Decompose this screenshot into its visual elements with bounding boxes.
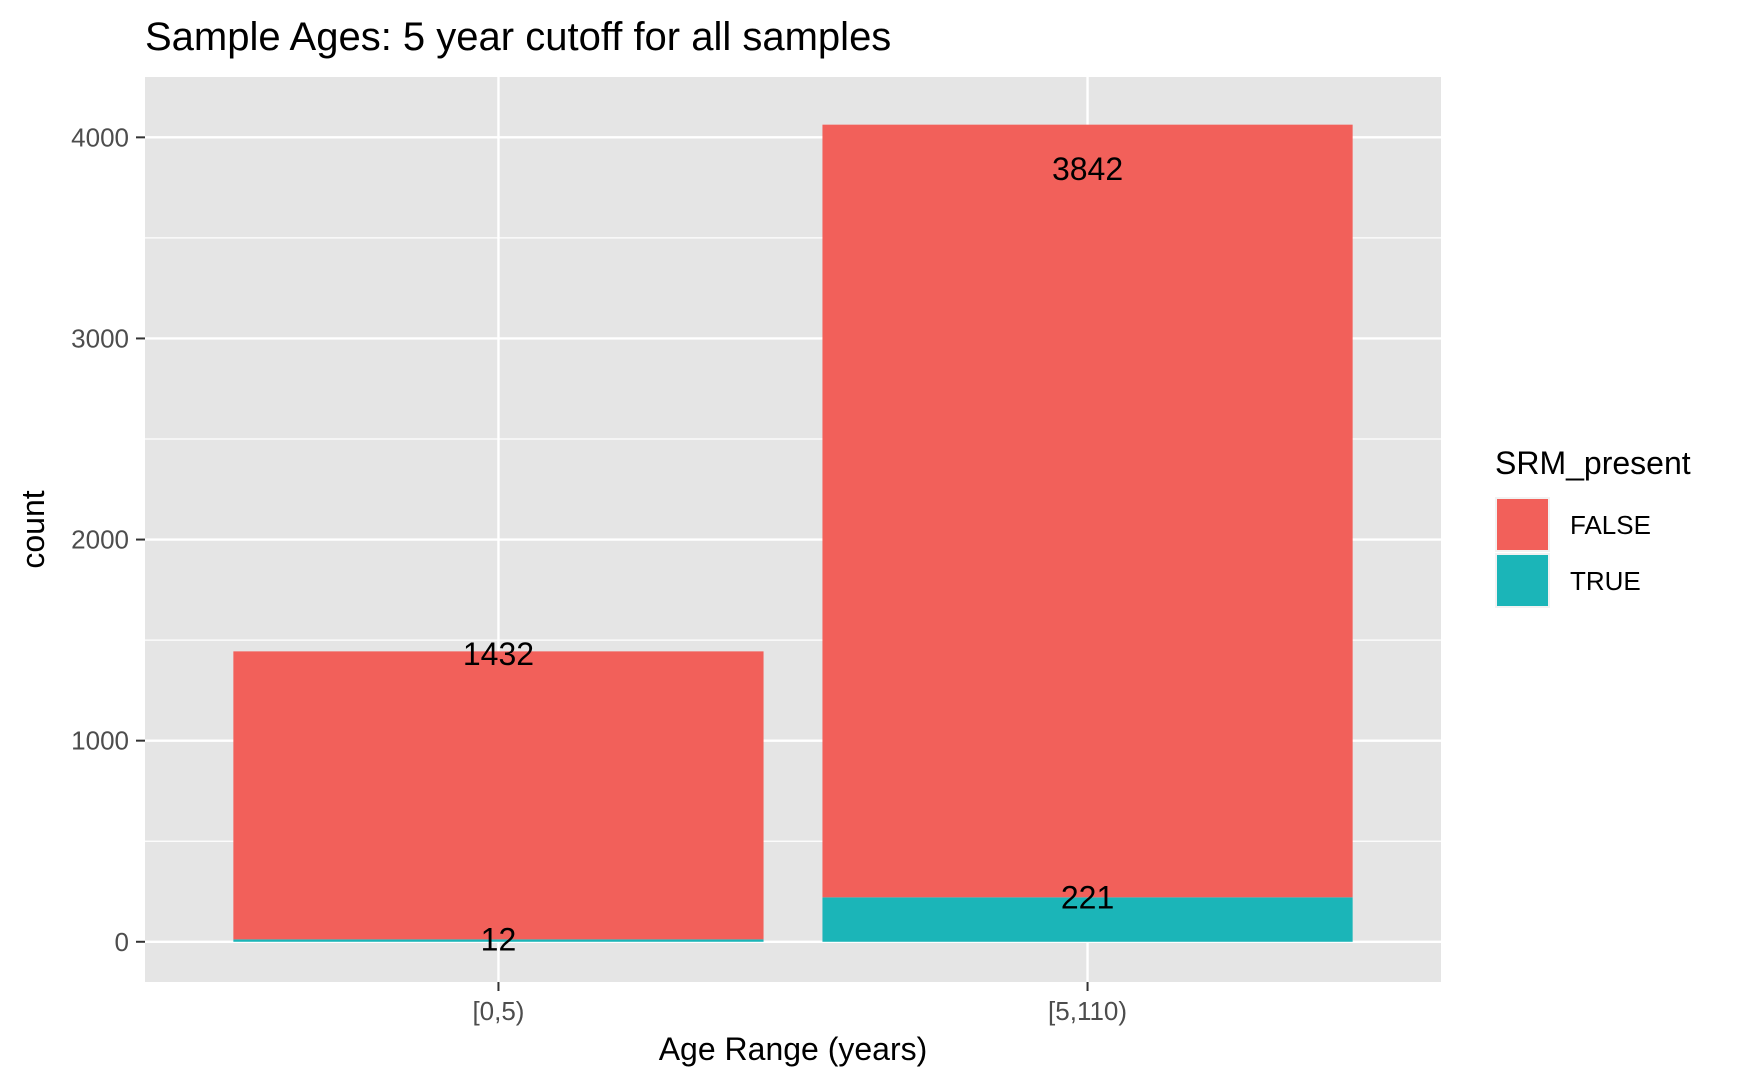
- bar-true: [822, 897, 1353, 942]
- chart-title: Sample Ages: 5 year cutoff for all sampl…: [145, 15, 891, 59]
- y-tick-label: 2000: [71, 525, 129, 555]
- bar-true: [233, 939, 764, 942]
- bar-false: [822, 124, 1353, 898]
- x-axis: [0,5) [5,110): [472, 982, 1127, 1026]
- bars: [233, 124, 1353, 942]
- x-tick-label: [5,110): [1048, 996, 1127, 1026]
- bar-false: [233, 651, 764, 940]
- y-tick-label: 0: [115, 927, 129, 957]
- x-axis-title: Age Range (years): [659, 1031, 928, 1067]
- legend: SRM_present FALSE TRUE: [1495, 445, 1691, 608]
- legend-label-true: TRUE: [1570, 566, 1641, 596]
- y-tick-label: 4000: [71, 122, 129, 152]
- legend-title: SRM_present: [1495, 445, 1691, 481]
- data-labels: 1432 12 3842 221: [463, 151, 1123, 957]
- y-tick-label: 3000: [71, 323, 129, 353]
- data-label-true: 12: [481, 921, 517, 957]
- y-axis: 0 1000 2000 3000 4000: [71, 122, 145, 957]
- x-tick-label: [0,5): [472, 996, 524, 1026]
- y-tick-label: 1000: [71, 726, 129, 756]
- legend-swatch-false: [1497, 499, 1548, 550]
- data-label-true: 221: [1061, 879, 1114, 915]
- legend-label-false: FALSE: [1570, 510, 1651, 540]
- y-axis-title: count: [15, 490, 51, 568]
- legend-swatch-true: [1497, 555, 1548, 606]
- data-label-false: 1432: [463, 636, 534, 672]
- data-label-false: 3842: [1052, 151, 1123, 187]
